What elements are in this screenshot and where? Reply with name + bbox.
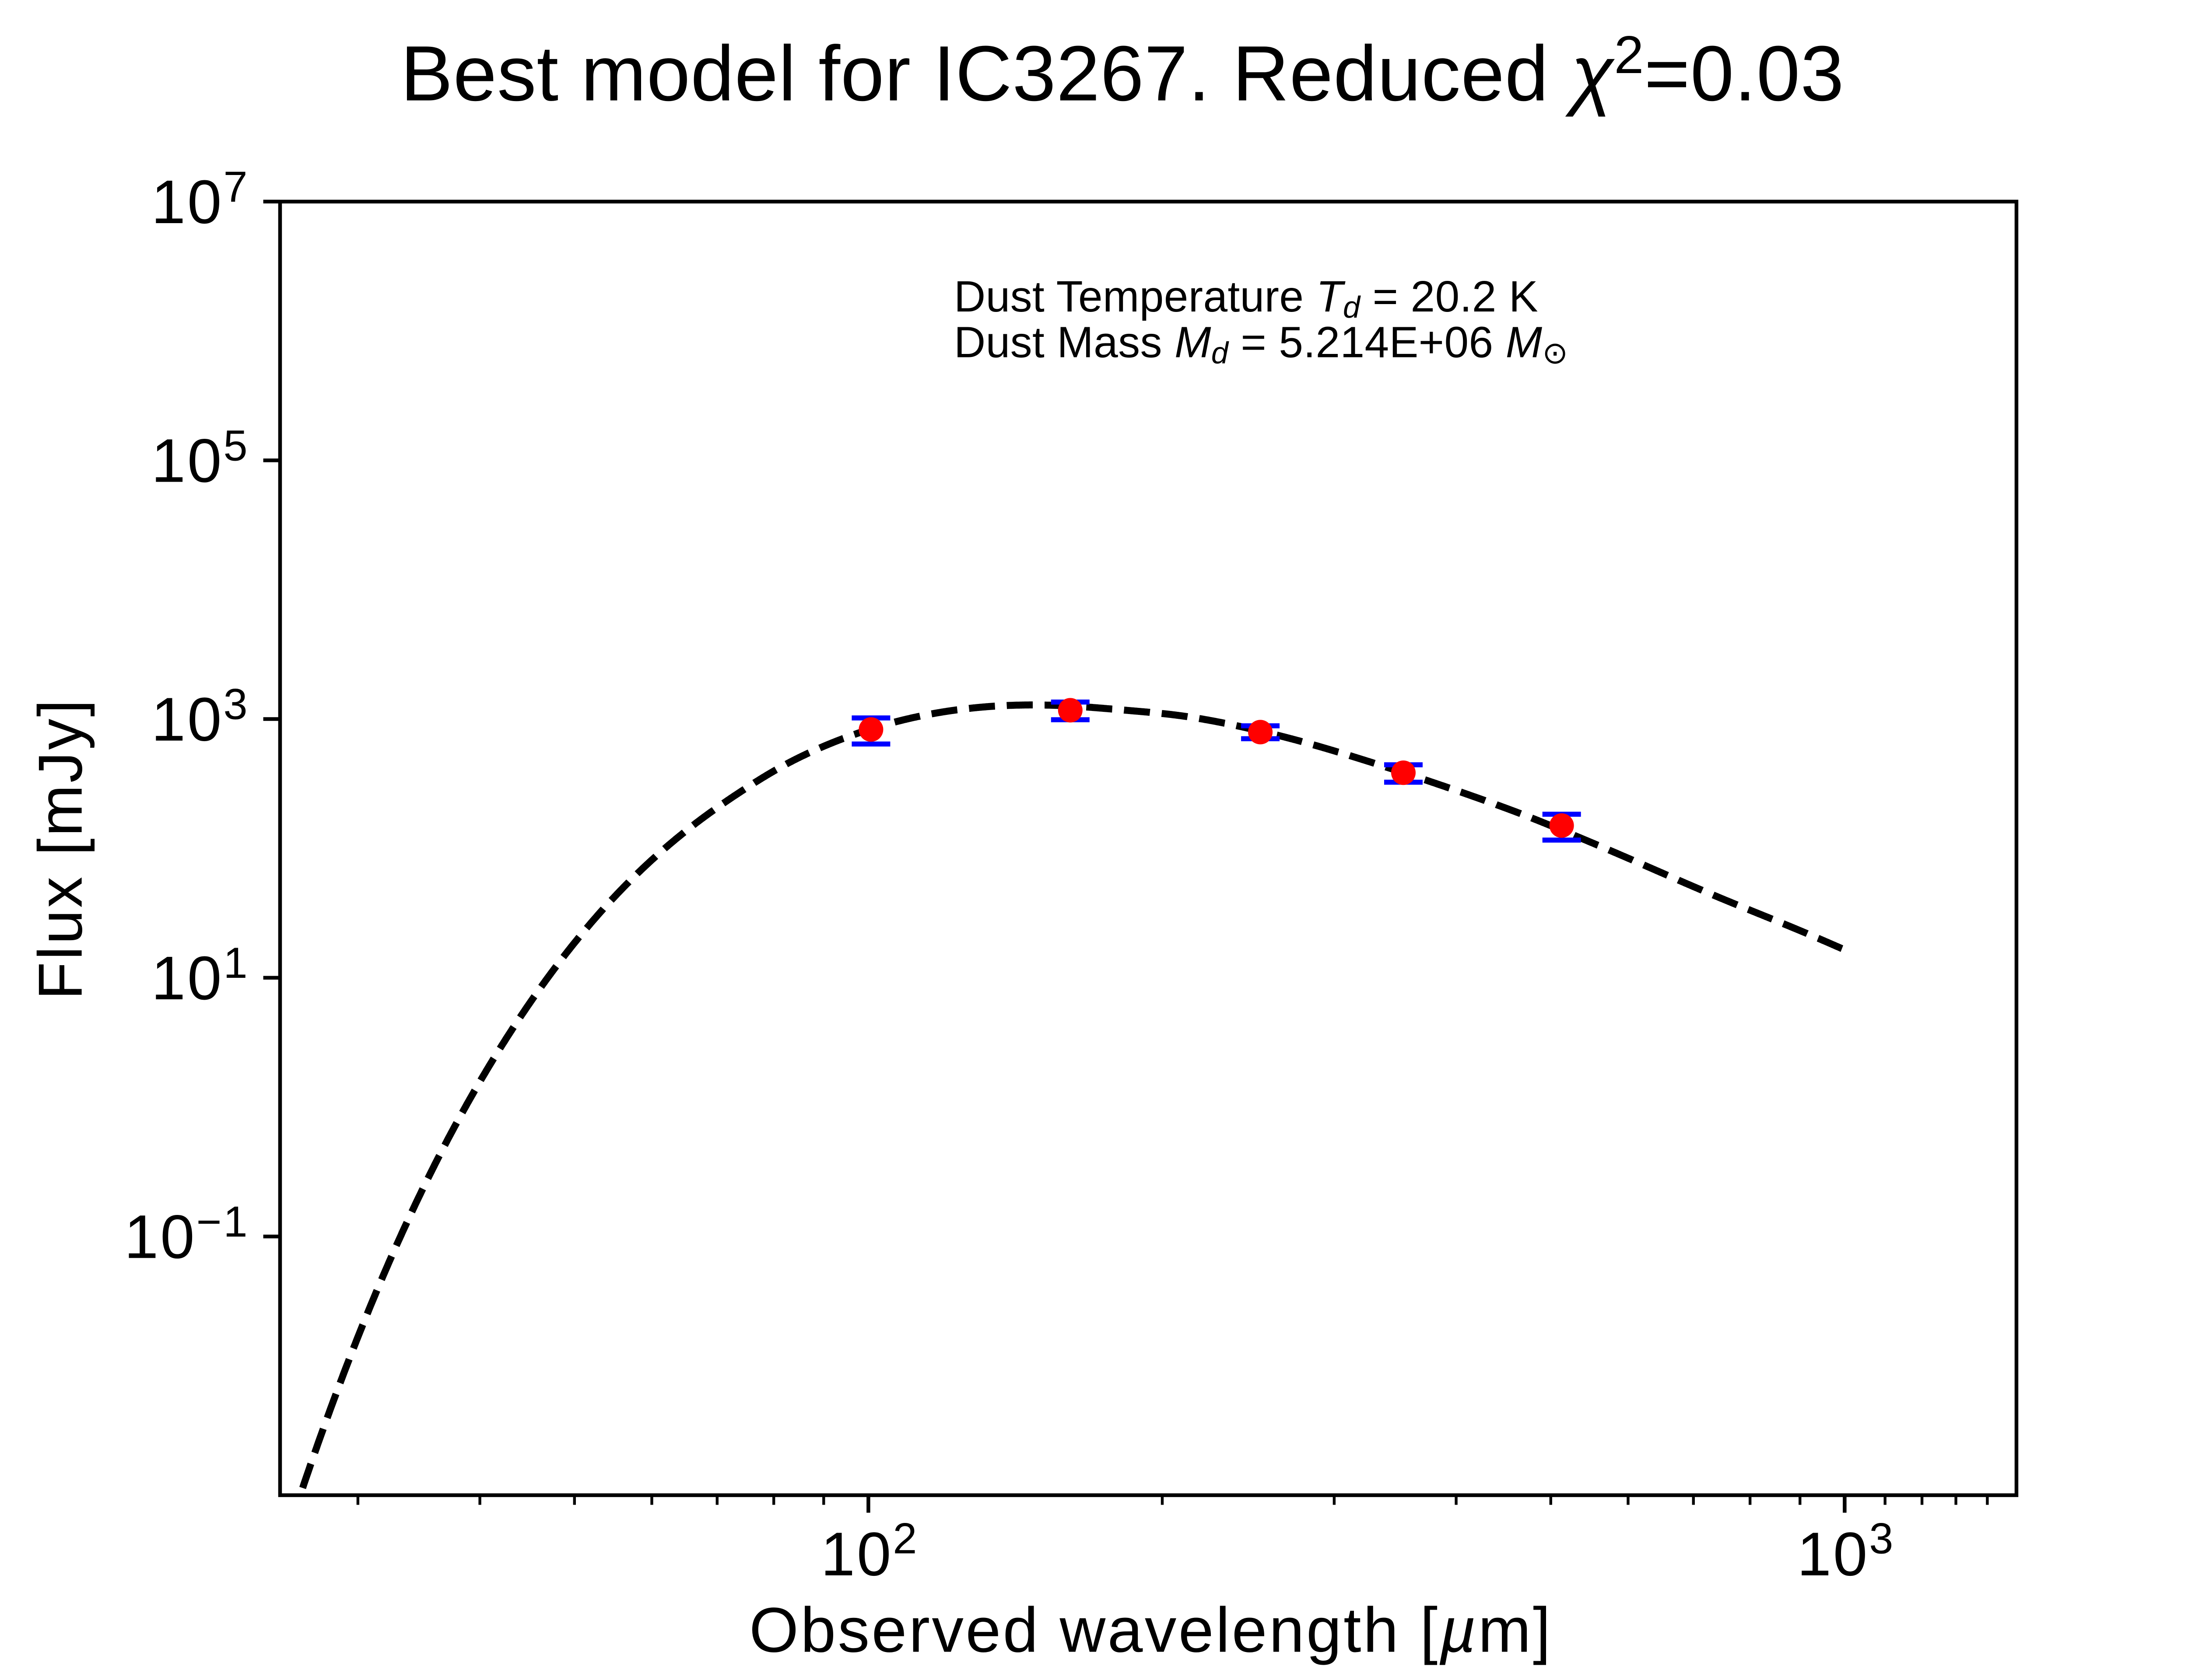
svg-text:Observed wavelength [µm]: Observed wavelength [µm]: [749, 1595, 1553, 1666]
svg-text:Dust Temperature Td = 20.2 K: Dust Temperature Td = 20.2 K: [954, 272, 1538, 324]
svg-text:Best model for IC3267. Reduced: Best model for IC3267. Reduced χ2=0.03: [400, 25, 1844, 117]
svg-text:Dust Mass Md = 5.214E+06 M⊙: Dust Mass Md = 5.214E+06 M⊙: [954, 318, 1568, 370]
svg-text:Flux [mJy]: Flux [mJy]: [26, 698, 95, 1000]
